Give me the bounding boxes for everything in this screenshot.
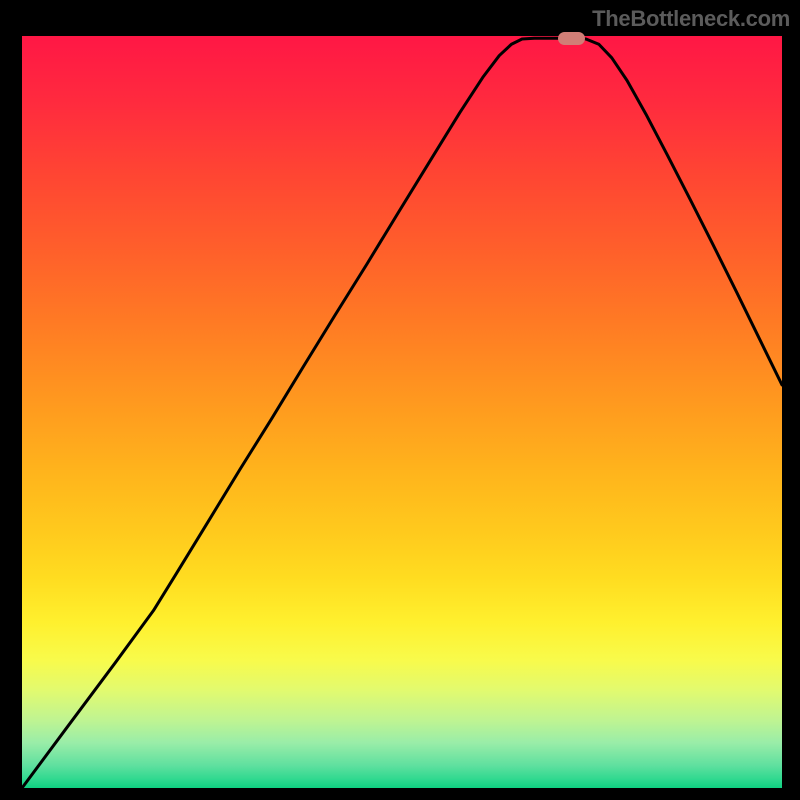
figure-container: TheBottleneck.com [0, 0, 800, 800]
bottleneck-curve [22, 38, 782, 788]
watermark-label: TheBottleneck.com [592, 6, 790, 32]
optimum-marker [558, 32, 585, 46]
curve-svg [22, 36, 782, 788]
plot-area [22, 36, 782, 788]
plot-background-gradient [22, 36, 782, 788]
